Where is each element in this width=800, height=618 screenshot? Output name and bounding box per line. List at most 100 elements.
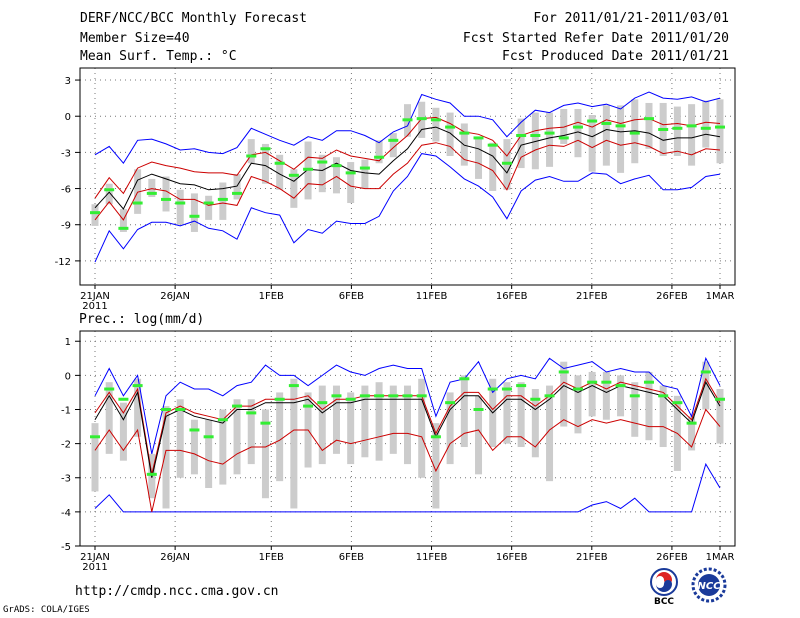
temp-year-label: 2011: [82, 301, 107, 312]
precip-median-mark: [232, 404, 243, 408]
precip-median-mark: [161, 407, 172, 411]
temp-member-box: [460, 123, 468, 166]
precip-xtick-label: 21FEB: [576, 552, 608, 563]
precip-min-line: [94, 462, 721, 513]
temp-median-mark: [288, 173, 299, 177]
temp-median-mark: [658, 127, 669, 131]
precip-member-box: [404, 385, 411, 465]
temp-xtick-label: 16FEB: [496, 291, 528, 302]
temp-lower-line: [94, 139, 721, 221]
precip-median-mark: [516, 384, 527, 388]
precip-ytick-label: -1: [61, 405, 71, 416]
temp-member-box: [517, 118, 525, 169]
precip-member-box: [460, 375, 468, 448]
member-size-label: Member Size=40: [80, 31, 190, 46]
website-url: http://cmdp.ncc.cma.gov.cn: [75, 584, 279, 599]
precip-member-box: [247, 399, 255, 465]
forecast-period: For 2011/01/21-2011/03/01: [533, 11, 729, 26]
precip-median-mark: [288, 384, 299, 388]
precip-median-mark: [331, 394, 342, 398]
temp-median-mark: [601, 121, 612, 125]
precip-median-mark: [345, 397, 356, 401]
precip-member-box: [631, 382, 639, 437]
precip-member-box: [318, 385, 326, 465]
precip-median-mark: [416, 394, 427, 398]
temp-plot-frame: [79, 67, 736, 286]
precip-member-box: [91, 423, 99, 492]
temp-member-box: [617, 105, 625, 173]
precip-member-box: [645, 371, 653, 441]
precip-median-mark: [374, 394, 385, 398]
precip-member-box: [375, 382, 383, 461]
temp-member-box: [261, 143, 269, 184]
temp-median-mark: [572, 125, 583, 129]
precip-member-box: [347, 392, 355, 465]
temp-median-mark: [629, 131, 640, 135]
temp-member-box: [588, 115, 596, 172]
precip-xtick-label: 11FEB: [416, 552, 448, 563]
precip-lower-line: [94, 408, 721, 513]
temp-xtick-label: 26JAN: [160, 291, 190, 302]
precip-median-mark: [104, 387, 115, 391]
temp-median-mark: [430, 118, 441, 122]
precip-member-box: [119, 402, 127, 461]
precip-median-mark: [402, 394, 413, 398]
temp-median-mark: [217, 197, 228, 201]
temp-member-box: [361, 159, 369, 189]
logos: BCC NCC: [650, 567, 727, 607]
precip-median-mark: [260, 421, 271, 425]
temp-member-box: [475, 137, 483, 179]
temp-member-box: [162, 176, 170, 212]
precip-median-mark: [359, 394, 370, 398]
precip-median-mark: [189, 428, 200, 432]
precip-median-mark: [643, 380, 654, 384]
temp-median-mark: [132, 201, 143, 205]
temp-median-mark: [530, 134, 541, 138]
temp-member-box: [560, 108, 568, 144]
precip-median-mark: [459, 377, 470, 381]
temp-member-box: [446, 112, 454, 157]
temp-member-box: [645, 102, 653, 149]
temp-median-mark: [516, 134, 527, 138]
precip-mean-line: [94, 381, 721, 478]
precip-member-box: [290, 378, 298, 509]
precip-xtick-label: 26FEB: [656, 552, 688, 563]
bcc-logo-text: BCC: [654, 597, 674, 607]
precip-member-box: [190, 419, 198, 475]
temp-member-box: [219, 182, 227, 220]
temp-member-box: [276, 154, 284, 190]
temp-xtick-label: 11FEB: [416, 291, 448, 302]
temp-median-mark: [686, 124, 697, 128]
forecast-start-date: Fcst Started Refer Date 2011/01/20: [462, 31, 729, 46]
precip-median-mark: [217, 418, 228, 422]
temp-member-box: [91, 204, 99, 226]
temp-member-box: [631, 99, 639, 164]
precip-median-mark: [274, 397, 285, 401]
precip-xtick-label: 1MAR: [706, 552, 735, 563]
temp-median-mark: [246, 154, 257, 158]
temp-median-mark: [118, 226, 129, 230]
precip-member-box: [332, 385, 340, 454]
chart-title: DERF/NCC/BCC Monthly Forecast: [80, 11, 307, 26]
temp-member-box: [105, 183, 113, 205]
precip-member-box: [688, 416, 696, 451]
precip-member-box: [446, 392, 454, 465]
temp-median-mark: [672, 126, 683, 130]
precip-member-box: [233, 399, 241, 475]
temp-member-box: [247, 139, 255, 164]
precip-median-mark: [246, 411, 257, 415]
precipitation-panel: 1 0 -1 -2 -3 -4 -5 21JAN 26JAN 1FEB 6FEB 11FEB 16FEB…: [61, 330, 736, 573]
precip-median-mark: [558, 370, 569, 374]
precip-member-box: [261, 409, 269, 499]
precip-member-box: [716, 389, 724, 444]
precip-member-box: [475, 395, 483, 475]
precip-median-mark: [686, 421, 697, 425]
temp-median-mark: [558, 136, 569, 140]
precip-median-mark: [501, 387, 512, 391]
ncc-logo: NCC: [691, 567, 727, 603]
precip-median-mark: [658, 394, 669, 398]
precip-member-box: [574, 375, 582, 434]
precip-panel-title: Prec.: log(mm/d): [79, 312, 205, 327]
precip-median-mark: [430, 435, 441, 439]
precip-xtick-label: 16FEB: [496, 552, 528, 563]
